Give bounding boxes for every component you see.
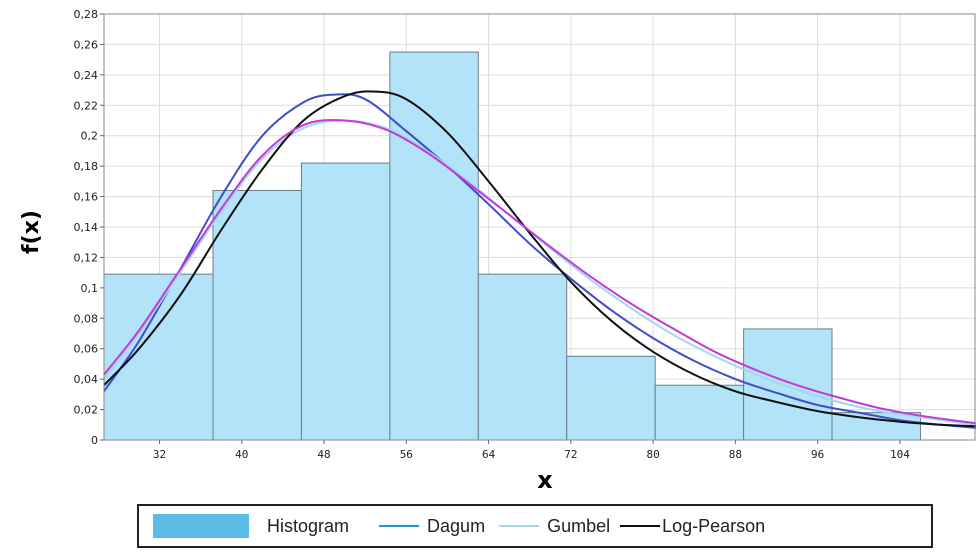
histogram-bar xyxy=(831,412,921,441)
y-tick-label: 0,2 xyxy=(81,130,99,143)
legend-label-histogram: Histogram xyxy=(267,515,350,536)
y-tick-label: 0,06 xyxy=(74,343,99,356)
y-tick-label: 0 xyxy=(91,434,98,447)
x-tick-label: 88 xyxy=(729,448,742,461)
y-tick-label: 0,18 xyxy=(74,160,99,173)
x-tick-label: 40 xyxy=(235,448,248,461)
x-tick-label: 48 xyxy=(317,448,330,461)
series-line-dagum xyxy=(103,93,976,429)
x-tick-label: 96 xyxy=(811,448,824,461)
x-tick-label: 56 xyxy=(400,448,413,461)
histogram-bar xyxy=(389,51,479,441)
y-tick-labels: 0 0,02 0,04 0,06 0,08 0,1 0,12 0,14 0,16 0,18 0,2 0… xyxy=(74,8,104,447)
histogram-bar xyxy=(743,328,833,441)
legend-item-gumbel: Gumbel xyxy=(499,516,610,537)
legend-label-gumbel: Gumbel xyxy=(547,515,611,536)
y-tick-label: 0,14 xyxy=(74,221,99,234)
legend-label-dagum: Dagum xyxy=(427,515,486,536)
y-tick-label: 0,08 xyxy=(74,312,99,325)
y-tick-label: 0,26 xyxy=(74,38,99,51)
x-tick-label: 64 xyxy=(482,448,496,461)
histogram-bar xyxy=(212,189,302,441)
y-tick-label: 0,1 xyxy=(81,282,99,295)
legend-line-dagum xyxy=(379,525,420,527)
y-tick-label: 0,04 xyxy=(74,373,99,386)
x-tick-label: 72 xyxy=(564,448,577,461)
distribution-curves xyxy=(103,90,976,429)
legend-item-histogram: Histogram xyxy=(139,514,349,538)
legend: Histogram Dagum Gumbel Log-Pearson xyxy=(137,504,933,548)
series-line-curve-magenta xyxy=(103,119,976,425)
histogram-bar xyxy=(300,162,391,441)
x-tick-label: 104 xyxy=(890,448,910,461)
x-tick-label: 32 xyxy=(153,448,166,461)
x-tick-labels: 32 40 48 56 64 72 80 88 96 104 xyxy=(153,440,910,461)
y-tick-label: 0,24 xyxy=(74,69,99,82)
histogram-bar xyxy=(566,355,656,441)
y-tick-label: 0,16 xyxy=(74,191,99,204)
legend-line-log-pearson xyxy=(620,525,661,527)
x-axis-title: x xyxy=(537,466,553,494)
y-tick-label: 0,28 xyxy=(74,8,99,21)
legend-item-log-pearson: Log-Pearson xyxy=(620,516,765,537)
legend-label-log-pearson: Log-Pearson xyxy=(662,515,766,536)
legend-line-gumbel xyxy=(499,525,540,527)
legend-swatch-histogram xyxy=(153,514,249,538)
histogram-bars xyxy=(103,51,921,441)
histogram-bar xyxy=(654,384,745,441)
y-tick-label: 0,12 xyxy=(74,251,99,264)
legend-item-dagum: Dagum xyxy=(379,516,485,537)
histogram-bar xyxy=(477,273,568,441)
x-tick-label: 80 xyxy=(646,448,659,461)
y-tick-label: 0,22 xyxy=(74,99,99,112)
y-axis-title: f(x) xyxy=(19,210,44,254)
y-tick-label: 0,02 xyxy=(74,404,99,417)
